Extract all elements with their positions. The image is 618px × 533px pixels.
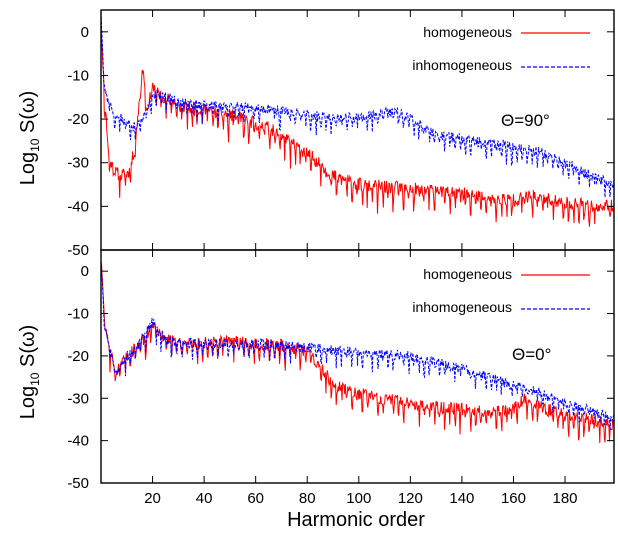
- bot-xtick-label: 40: [196, 490, 213, 507]
- bot-ytick-label: 0: [81, 263, 89, 280]
- bottom-legend: homogeneous inhomogeneous: [412, 266, 590, 315]
- panel-bottom: 0 -10 -20 -30 -40 -50 20 40 60 80 100 120 140 160 180…: [17, 249, 615, 531]
- top-ytick-label: -40: [67, 198, 89, 215]
- top-ytick-label: -30: [67, 155, 89, 172]
- bottom-y-axis-title: Log10 S(ω): [17, 325, 42, 420]
- top-ytick-label: 0: [81, 24, 89, 41]
- bot-ytick-label: -10: [67, 306, 89, 323]
- bottom-plot-frame: [100, 249, 615, 484]
- top-series-inhomogeneous: [100, 12, 615, 198]
- bottom-x-ticks: 20 40 60 80 100 120 140 160 180: [144, 250, 578, 507]
- bot-ytick-label: -30: [67, 390, 89, 407]
- bot-xtick-label: 60: [247, 490, 264, 507]
- bot-xtick-label: 160: [501, 490, 526, 507]
- bot-line-homogeneous: [100, 261, 615, 444]
- top-legend-label-inhomogeneous: inhomogeneous: [412, 57, 512, 73]
- bottom-series-inhomogeneous: [100, 260, 615, 430]
- bot-xtick-label: 180: [553, 490, 578, 507]
- bot-xtick-label: 20: [144, 490, 161, 507]
- bot-xtick-label: 80: [299, 490, 316, 507]
- top-ytick-label: -20: [67, 111, 89, 128]
- panel-top: 0 -10 -20 -30 -40 -50 homogeneous inhomogeneo…: [17, 9, 615, 259]
- bot-ytick-label: -50: [67, 475, 89, 492]
- top-annotation: Θ=90°: [501, 111, 550, 130]
- top-x-ticks: [152, 10, 566, 250]
- top-legend-label-homogeneous: homogeneous: [423, 24, 512, 40]
- bot-xtick-label: 120: [398, 490, 423, 507]
- top-ytick-label: -10: [67, 67, 89, 84]
- bot-xtick-label: 140: [449, 490, 474, 507]
- top-plot-frame: [100, 9, 615, 251]
- bottom-series-homogeneous: [100, 261, 615, 444]
- top-ytick-label: -50: [67, 242, 89, 259]
- bot-ytick-label: -20: [67, 348, 89, 365]
- bottom-y-ticks: 0 -10 -20 -30 -40 -50: [67, 263, 614, 492]
- top-legend: homogeneous inhomogeneous: [412, 24, 590, 73]
- bot-ytick-label: -40: [67, 433, 89, 450]
- bottom-legend-label-homogeneous: homogeneous: [423, 266, 512, 282]
- top-y-ticks: 0 -10 -20 -30 -40 -50: [67, 24, 614, 259]
- bot-xtick-label: 100: [346, 490, 371, 507]
- bottom-annotation: Θ=0°: [512, 345, 551, 364]
- bottom-legend-label-inhomogeneous: inhomogeneous: [412, 299, 512, 315]
- top-line-inhomogeneous: [100, 12, 615, 198]
- top-y-axis-title: Log10 S(ω): [17, 91, 42, 186]
- x-axis-title: Harmonic order: [287, 509, 425, 531]
- bot-line-inhomogeneous: [100, 260, 615, 430]
